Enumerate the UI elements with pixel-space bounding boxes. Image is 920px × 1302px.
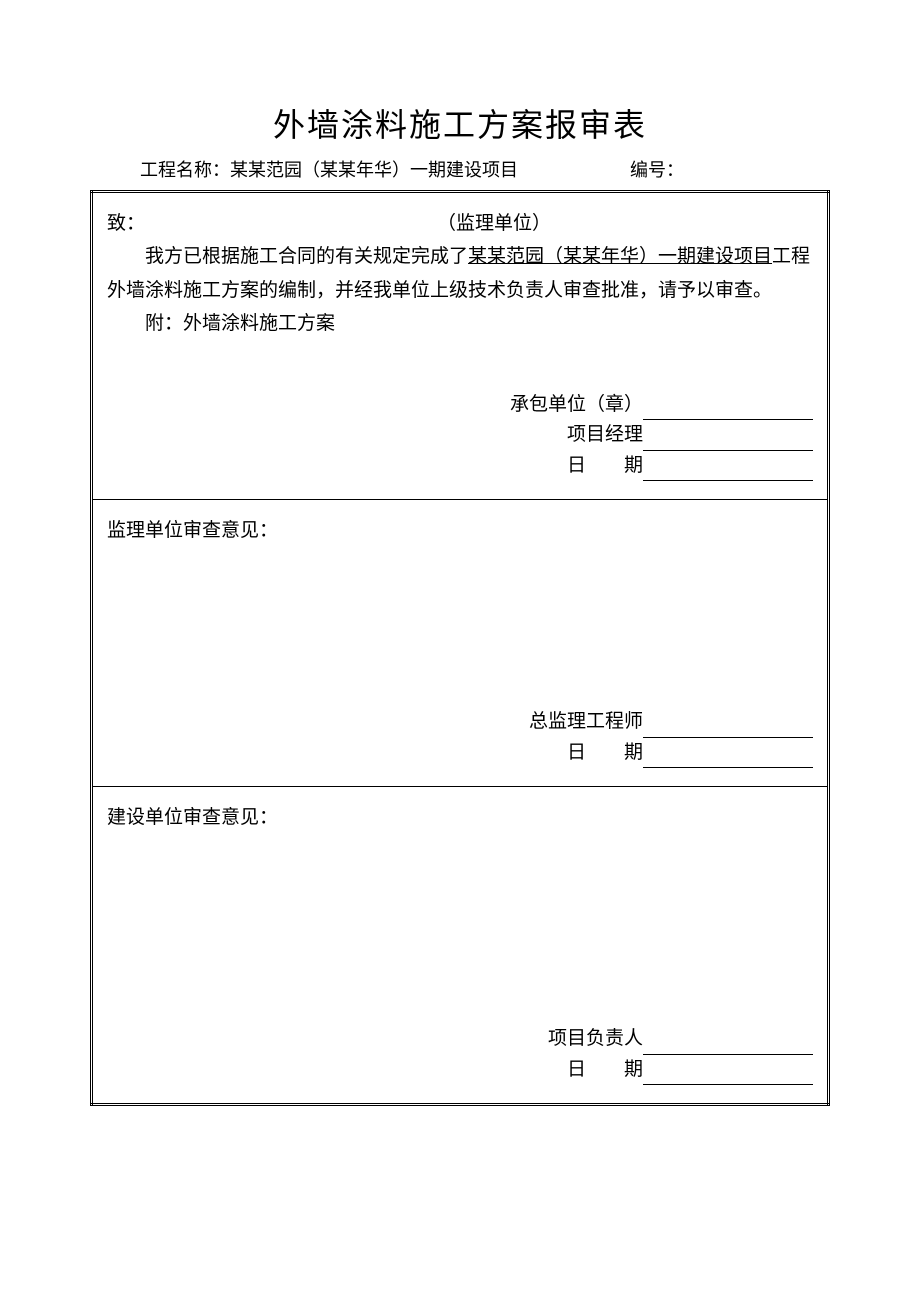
- sig-owner-label: 项目负责人: [548, 1028, 643, 1049]
- supervisor-heading: 监理单位审查意见：: [107, 514, 813, 547]
- sig-blank: [643, 462, 813, 481]
- sig-contractor-line: 承包单位（章）: [107, 390, 813, 420]
- page-container: 外墙涂料施工方案报审表 工程名称：某某范园（某某年华）一期建设项目 编号： 致：…: [0, 0, 920, 1196]
- owner-signature-block: 项目负责人 日 期: [107, 1024, 813, 1085]
- sig-blank: [643, 749, 813, 768]
- sig-pm-line: 项目经理: [107, 420, 813, 450]
- sig-owner-line: 项目负责人: [107, 1024, 813, 1054]
- sig-blank: [643, 432, 813, 451]
- sig-date-label: 日 期: [567, 455, 643, 476]
- owner-heading: 建设单位审查意见：: [107, 801, 813, 834]
- project-name-field: 工程名称：某某范园（某某年华）一期建设项目: [140, 156, 630, 182]
- contractor-signature-block: 承包单位（章） 项目经理 日 期: [107, 390, 813, 481]
- project-label: 工程名称：: [140, 160, 230, 180]
- body-underlined-project: 某某范园（某某年华）一期建设项目: [468, 246, 772, 267]
- approval-form-table: 致： （监理单位） 我方已根据施工合同的有关规定完成了某某范园（某某年华）一期建…: [90, 190, 830, 1106]
- sig-engineer-line: 总监理工程师: [107, 707, 813, 737]
- section-supervisor: 监理单位审查意见： 总监理工程师 日 期: [92, 500, 829, 787]
- sig-date-line: 日 期: [107, 451, 813, 481]
- number-label: 编号：: [630, 160, 684, 180]
- body-prefix: 我方已根据施工合同的有关规定完成了: [145, 246, 468, 267]
- subheader-row: 工程名称：某某范园（某某年华）一期建设项目 编号：: [90, 156, 830, 182]
- form-title: 外墙涂料施工方案报审表: [90, 100, 830, 146]
- to-label: 致：: [107, 207, 437, 240]
- body-paragraph: 我方已根据施工合同的有关规定完成了某某范园（某某年华）一期建设项目工程外墙涂料施…: [107, 240, 813, 307]
- sig-blank: [643, 719, 813, 738]
- attachment-line: 附：外墙涂料施工方案: [107, 307, 813, 340]
- sig-contractor-label: 承包单位（章）: [510, 394, 643, 415]
- sig-pm-label: 项目经理: [567, 424, 643, 445]
- sig-blank: [643, 1036, 813, 1055]
- sig-blank: [643, 401, 813, 420]
- section-contractor: 致： （监理单位） 我方已根据施工合同的有关规定完成了某某范园（某某年华）一期建…: [92, 192, 829, 500]
- sig-date-line: 日 期: [107, 1055, 813, 1085]
- supervisor-signature-block: 总监理工程师 日 期: [107, 707, 813, 768]
- sig-date-label: 日 期: [567, 742, 643, 763]
- sig-engineer-label: 总监理工程师: [529, 711, 643, 732]
- sig-blank: [643, 1066, 813, 1085]
- sig-date-line: 日 期: [107, 738, 813, 768]
- to-unit: （监理单位）: [437, 207, 551, 240]
- section-owner: 建设单位审查意见： 项目负责人 日 期: [92, 787, 829, 1105]
- project-name: 某某范园（某某年华）一期建设项目: [230, 160, 518, 180]
- sig-date-label: 日 期: [567, 1059, 643, 1080]
- number-field: 编号：: [630, 156, 830, 182]
- to-line: 致： （监理单位）: [107, 207, 813, 240]
